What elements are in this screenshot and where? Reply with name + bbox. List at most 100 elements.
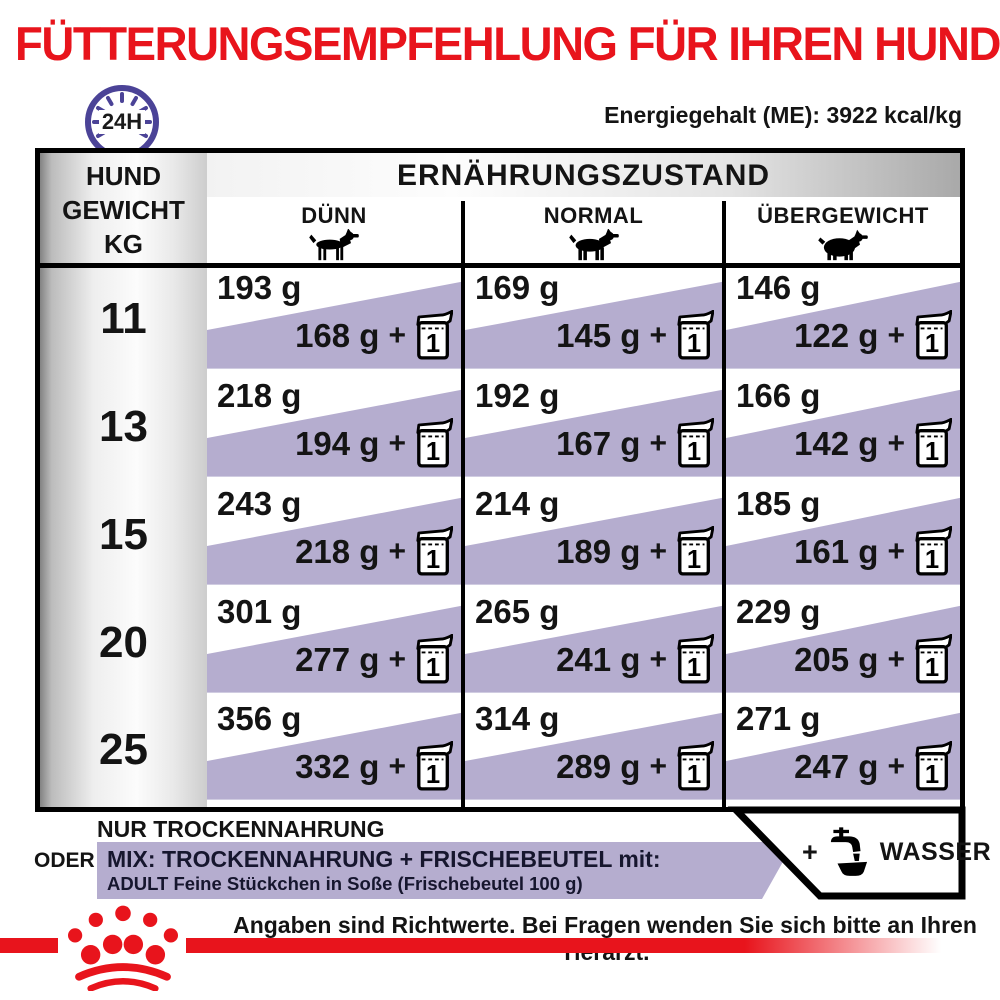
paw-crown-logo	[58, 903, 188, 992]
condition-header: ERNÄHRUNGSZUSTAND	[396, 159, 771, 192]
pouch-icon: 1	[915, 418, 952, 468]
mix-row: 167 g + 1	[556, 416, 714, 472]
weight-column-header: HUND GEWICHT KG	[40, 159, 207, 261]
water-content: + WASSER	[802, 820, 991, 884]
plus-sign: +	[388, 535, 406, 568]
footer-red-bar-right	[186, 938, 941, 953]
feeding-cell: 169 g 145 g + 1	[465, 268, 722, 375]
svg-text:1: 1	[687, 546, 701, 574]
mix-row: 205 g + 1	[794, 632, 952, 688]
plus-sign: +	[887, 643, 905, 676]
weight-value: 11	[100, 294, 147, 343]
mix-row: 247 g + 1	[794, 739, 952, 795]
mix-amount: 247 g	[794, 748, 879, 785]
mix-row: 142 g + 1	[794, 416, 952, 472]
mix-row: 194 g + 1	[295, 416, 453, 472]
column-header-thin: DÜNN	[301, 203, 367, 228]
footer-red-bar-left	[0, 938, 58, 953]
feeding-cell: 356 g 332 g + 1	[207, 699, 461, 806]
pouch-icon: 1	[915, 634, 952, 684]
pouch-icon: 1	[416, 526, 453, 576]
svg-text:1: 1	[687, 761, 701, 789]
mix-amount: 332 g	[295, 748, 380, 785]
mix-amount: 277 g	[295, 641, 380, 678]
dry-amount: 192 g	[475, 377, 560, 414]
column-header-overweight: ÜBERGEWICHT	[757, 203, 929, 228]
pouch-icon: 1	[677, 741, 714, 791]
feeding-cell: 146 g 122 g + 1	[726, 268, 960, 375]
mix-row: 332 g + 1	[295, 739, 453, 795]
svg-text:1: 1	[426, 546, 440, 574]
page-title: FÜTTERUNGSEMPFEHLUNG FÜR IHREN HUND	[15, 17, 1000, 70]
plus-sign: +	[388, 427, 406, 460]
plus-sign: +	[649, 643, 667, 676]
weight-value: 20	[99, 618, 148, 667]
pouch-icon: 1	[416, 634, 453, 684]
thin-dog-icon	[207, 228, 461, 265]
feeding-cell: 166 g 142 g + 1	[726, 376, 960, 483]
mix-legend-line2: ADULT Feine Stückchen in Soße (Frischebe…	[107, 873, 583, 894]
dry-amount: 166 g	[736, 377, 821, 414]
feeding-cell: 214 g 189 g + 1	[465, 484, 722, 591]
or-label: ODER	[34, 849, 95, 872]
dry-amount: 185 g	[736, 485, 821, 522]
dry-amount: 193 g	[217, 269, 302, 306]
mix-amount: 289 g	[556, 748, 641, 785]
mix-row: 218 g + 1	[295, 524, 453, 580]
pouch-icon: 1	[677, 418, 714, 468]
mix-row: 122 g + 1	[794, 308, 952, 364]
plus-sign: +	[388, 319, 406, 352]
feeding-cell: 301 g 277 g + 1	[207, 592, 461, 699]
dry-amount: 301 g	[217, 593, 302, 630]
mix-row: 161 g + 1	[794, 524, 952, 580]
dry-amount: 169 g	[475, 269, 560, 306]
mix-amount: 168 g	[295, 317, 380, 354]
pouch-icon: 1	[677, 310, 714, 360]
energy-content-label: Energiegehalt (ME): 3922 kcal/kg	[604, 102, 962, 128]
header-divider-line	[40, 263, 960, 268]
dry-amount: 229 g	[736, 593, 821, 630]
weight-value: 15	[99, 510, 148, 559]
svg-text:1: 1	[925, 546, 939, 574]
plus-sign: +	[649, 427, 667, 460]
dry-amount: 265 g	[475, 593, 560, 630]
mix-row: 289 g + 1	[556, 739, 714, 795]
plus-sign: +	[887, 427, 905, 460]
dry-only-label: NUR TROCKENNAHRUNG	[97, 816, 385, 842]
mix-amount: 122 g	[794, 317, 879, 354]
plus-sign: +	[887, 535, 905, 568]
feeding-cell: 243 g 218 g + 1	[207, 484, 461, 591]
pouch-icon: 1	[915, 526, 952, 576]
pouch-icon: 1	[416, 741, 453, 791]
feeding-cell: 192 g 167 g + 1	[465, 376, 722, 483]
weight-value: 13	[99, 402, 148, 451]
dry-amount: 218 g	[217, 377, 302, 414]
mix-amount: 194 g	[295, 425, 380, 462]
water-tap-icon	[830, 827, 867, 876]
svg-text:1: 1	[925, 438, 939, 466]
dry-amount: 314 g	[475, 700, 560, 737]
feeding-cell: 265 g 241 g + 1	[465, 592, 722, 699]
mix-amount: 145 g	[556, 317, 641, 354]
24h-clock-icon: 24H	[82, 82, 162, 162]
pouch-icon: 1	[416, 310, 453, 360]
weight-value: 25	[99, 725, 148, 774]
svg-text:1: 1	[687, 330, 701, 358]
plus-sign: +	[649, 750, 667, 783]
weight-header-line: GEWICHT	[62, 195, 185, 225]
mix-row: 189 g + 1	[556, 524, 714, 580]
mix-row: 145 g + 1	[556, 308, 714, 364]
mix-row: 168 g + 1	[295, 308, 453, 364]
svg-text:1: 1	[925, 654, 939, 682]
clock-label: 24H	[102, 109, 142, 134]
svg-text:1: 1	[426, 761, 440, 789]
feeding-cell: 271 g 247 g + 1	[726, 699, 960, 806]
mix-amount: 142 g	[794, 425, 879, 462]
mix-amount: 161 g	[794, 533, 879, 570]
svg-text:1: 1	[925, 330, 939, 358]
weight-column: HUND GEWICHT KG 11 13 15 20 25	[40, 153, 207, 807]
svg-text:1: 1	[426, 438, 440, 466]
plus-sign: +	[388, 750, 406, 783]
feeding-cell: 193 g 168 g + 1	[207, 268, 461, 375]
plus-sign: +	[649, 535, 667, 568]
